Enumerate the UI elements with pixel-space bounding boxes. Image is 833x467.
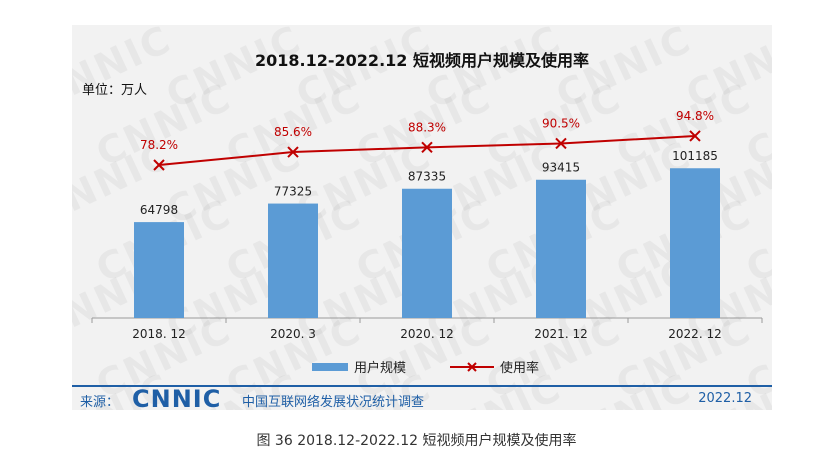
bar-value-label: 77325 xyxy=(274,185,312,199)
bar xyxy=(670,168,720,318)
plot-area: 64798 2018. 12 77325 2020. 3 87335 2020. 12 93… xyxy=(91,109,763,341)
line-point-marker xyxy=(555,137,567,150)
bar xyxy=(536,179,586,318)
usage-rate-line xyxy=(158,134,696,166)
source-label: 来源： xyxy=(80,395,120,410)
line-value-label: 85.6% xyxy=(274,125,312,139)
bar xyxy=(402,188,452,318)
line-value-label: 94.8% xyxy=(676,109,714,123)
source-divider xyxy=(72,385,772,387)
line-point-marker xyxy=(689,130,701,142)
x-tick-label: 2021. 12 xyxy=(534,327,587,341)
legend: 用户规模 使用率 xyxy=(72,357,772,377)
line-value-label: 90.5% xyxy=(542,116,580,130)
bar-value-label: 64798 xyxy=(140,203,178,217)
line-point-marker xyxy=(153,159,165,171)
bar-value-label: 93415 xyxy=(542,161,580,175)
figure-caption: 图 36 2018.12-2022.12 短视频用户规模及使用率 xyxy=(256,433,577,449)
source-org: 中国互联网络发展状况统计调查 xyxy=(242,395,425,410)
legend-item-bar: 用户规模 xyxy=(312,357,406,376)
legend-label-bar: 用户规模 xyxy=(354,361,407,376)
bar-value-label: 87335 xyxy=(408,170,446,184)
x-tick-label: 2022. 12 xyxy=(668,327,721,341)
legend-swatch-bar xyxy=(312,362,348,371)
legend-swatch-line xyxy=(450,361,494,372)
source-date: 2022.12 xyxy=(698,391,752,406)
bar xyxy=(134,222,184,318)
line-point-marker xyxy=(287,146,299,158)
source-bar: 来源： CNNIC 中国互联网络发展状况统计调查 2022.12 xyxy=(72,385,772,410)
chart-title: 2018.12-2022.12 短视频用户规模及使用率 xyxy=(255,51,589,70)
legend-item-line: 使用率 xyxy=(450,357,539,376)
line-value-label: 88.3% xyxy=(408,120,446,134)
chart-panel: CNNICCNNICCNNICCNNICCNNICCNNICCNNICCNNIC… xyxy=(72,25,772,410)
cnnic-logo: CNNIC xyxy=(132,385,222,410)
x-tick-label: 2020. 12 xyxy=(400,327,453,341)
x-tick-label: 2018. 12 xyxy=(132,327,185,341)
legend-label-line: 使用率 xyxy=(500,361,540,376)
x-tick-label: 2020. 3 xyxy=(270,327,316,341)
bar xyxy=(268,203,318,318)
bar-value-label: 101185 xyxy=(672,149,718,163)
unit-label: 单位：万人 xyxy=(82,83,148,98)
line-value-label: 78.2% xyxy=(140,138,178,152)
line-point-marker xyxy=(421,141,433,154)
